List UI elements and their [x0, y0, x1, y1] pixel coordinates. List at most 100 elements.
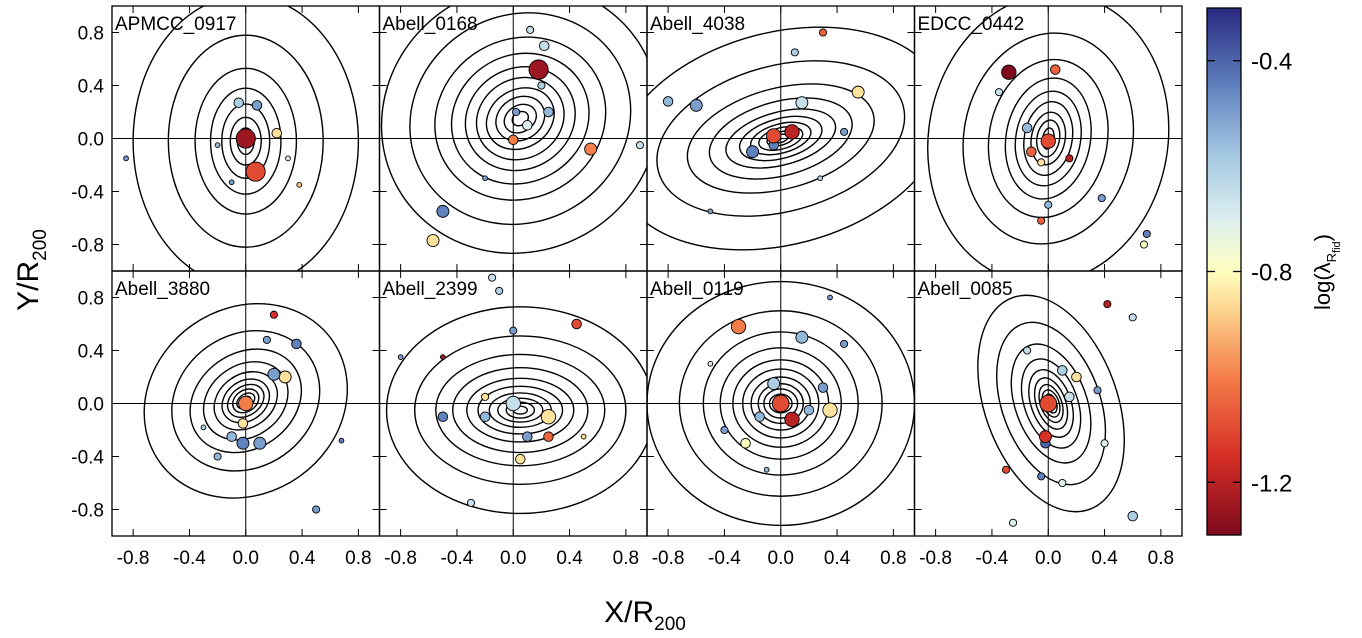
galaxy-point [689, 98, 703, 112]
contour [413, 335, 627, 486]
galaxy-point [1037, 216, 1046, 225]
contour [434, 36, 607, 201]
contour [503, 103, 538, 134]
galaxy-point [1009, 518, 1018, 527]
galaxy-point [543, 431, 554, 442]
contour [656, 60, 906, 217]
galaxy-point [1001, 64, 1017, 80]
galaxy-point [851, 85, 865, 99]
galaxy-point [1058, 478, 1067, 488]
contour [143, 302, 348, 499]
galaxy-point [1100, 439, 1109, 448]
galaxy-point [515, 453, 526, 465]
contour [758, 126, 804, 151]
galaxy-point [226, 431, 237, 442]
galaxy-point [795, 96, 809, 110]
y-tick-label: 0.8 [78, 289, 104, 310]
y-tick-label: 0.4 [78, 77, 105, 98]
galaxy-point [236, 436, 250, 450]
galaxy-point [440, 354, 446, 360]
colorbar-label-sub: R [1324, 253, 1339, 262]
panel-title: Abell_0168 [383, 14, 478, 35]
galaxy-point [1039, 394, 1058, 413]
galaxy-point [482, 175, 488, 182]
x-tick-label: -0.8 [919, 548, 952, 569]
panel-title: APMCC_0917 [115, 14, 236, 35]
x-tick-label: 0.0 [233, 548, 259, 569]
galaxy-point [235, 128, 256, 149]
galaxy-point [481, 392, 490, 401]
contour [226, 383, 265, 418]
galaxy-point [508, 134, 519, 146]
x-tick-label: -0.8 [652, 548, 685, 569]
x-tick-label: 0.4 [1091, 548, 1118, 569]
x-label-text: X/R [604, 596, 654, 629]
panel-title: Abell_0119 [650, 279, 744, 300]
galaxy-point [1142, 229, 1151, 238]
x-tick-label: 0.8 [880, 548, 906, 569]
galaxy-point [817, 175, 824, 182]
contour [962, 32, 1135, 245]
galaxy-point [271, 127, 282, 139]
galaxy-point [994, 88, 1004, 97]
x-tick-label: 0.0 [768, 548, 794, 569]
y-label-text: Y/R [12, 261, 45, 311]
x-tick-label: 0.8 [613, 548, 639, 569]
x-tick-label: 0.0 [500, 548, 526, 569]
contour [1023, 101, 1074, 176]
x-tick-label: 0.8 [1148, 548, 1174, 569]
galaxy-point [312, 505, 321, 514]
galaxy-point [795, 330, 809, 344]
panel-title: EDCC_0442 [918, 14, 1025, 35]
galaxy-point [763, 466, 770, 473]
galaxy-point [1139, 240, 1149, 249]
x-tick-label: 0.8 [345, 548, 371, 569]
x-tick-label: -0.4 [441, 548, 474, 569]
galaxy-point [1040, 133, 1056, 149]
contour [495, 95, 546, 142]
contour [213, 371, 279, 431]
galaxy-point [437, 411, 449, 423]
contour [452, 367, 589, 454]
colorbar-label: log(λRfid) [1310, 234, 1343, 310]
galaxy-point [707, 208, 714, 215]
galaxy-point [746, 145, 760, 159]
y-tick-label: 0.8 [78, 24, 104, 45]
galaxy-point [766, 128, 782, 144]
contour [435, 353, 606, 467]
contour [725, 108, 837, 169]
contour [927, 6, 1170, 271]
colorbar-tick-label: -1.2 [1251, 470, 1292, 497]
contour [497, 397, 544, 423]
x-tick-label: 0.0 [1035, 548, 1061, 569]
galaxy-point [269, 310, 278, 319]
galaxy-point [526, 25, 535, 34]
galaxy-point [538, 40, 550, 52]
contour [1020, 358, 1082, 449]
contour [477, 385, 564, 435]
galaxy-point [1037, 472, 1046, 481]
galaxy-point [1050, 64, 1061, 75]
colorbar-label-text: log(λ [1310, 262, 1335, 310]
x-tick-label: -0.4 [976, 548, 1009, 569]
galaxy-point [505, 395, 521, 412]
contour [466, 377, 575, 443]
galaxy-point [466, 498, 476, 507]
galaxy-point [1037, 158, 1046, 167]
galaxy-point [237, 418, 249, 429]
colorbar-tick-label: -0.8 [1251, 260, 1292, 287]
contour [485, 87, 555, 151]
panel [647, 271, 915, 536]
galaxy-point [803, 404, 815, 416]
galaxy-point [1001, 465, 1011, 474]
y-tick-label: -0.8 [71, 236, 104, 257]
galaxy-point [1127, 510, 1138, 522]
galaxy-point [1065, 154, 1074, 163]
panel [112, 271, 380, 536]
y-tick-label: 0.0 [78, 395, 104, 416]
y-tick-label: 0.0 [78, 130, 104, 151]
galaxy-point [571, 318, 582, 330]
galaxy-point [213, 452, 222, 461]
contour [221, 378, 271, 424]
